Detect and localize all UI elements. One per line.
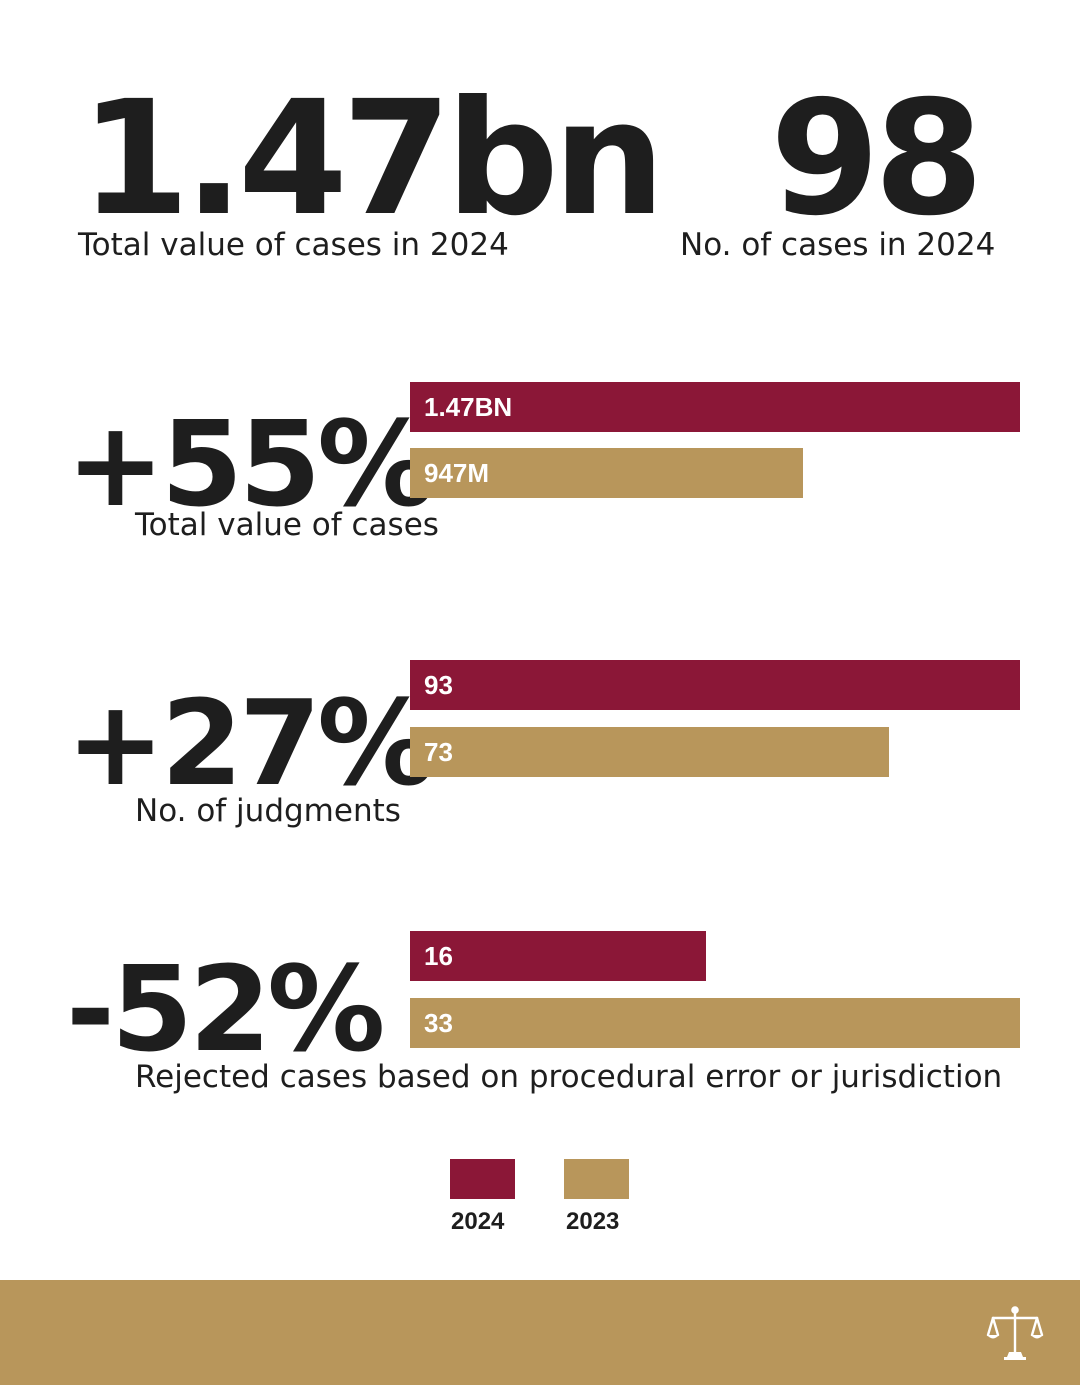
chart1-percent-change: +55% bbox=[66, 395, 435, 533]
chart2-bar-2024: 93 bbox=[410, 660, 1020, 710]
scales-of-justice-icon bbox=[986, 1306, 1044, 1360]
chart2-bar-2023: 73 bbox=[410, 727, 889, 777]
chart2-bar-2023-label: 73 bbox=[424, 736, 453, 767]
chart1-bar-2023: 947M bbox=[410, 448, 803, 498]
chart3-bar-2024-label: 16 bbox=[424, 940, 453, 971]
footer-band bbox=[0, 1280, 1080, 1385]
chart2-bar-2024-label: 93 bbox=[424, 669, 453, 700]
chart3-percent-change: -52% bbox=[66, 940, 385, 1078]
chart1-bar-2024: 1.47BN bbox=[410, 382, 1020, 432]
kpi-total-value-label: Total value of cases in 2024 bbox=[78, 227, 509, 263]
chart3-subtitle: Rejected cases based on procedural error… bbox=[135, 1059, 1003, 1095]
chart1-subtitle: Total value of cases bbox=[135, 507, 439, 543]
legend-swatch-2023 bbox=[564, 1159, 629, 1199]
kpi-total-value: 1.47bn bbox=[80, 67, 665, 251]
chart2-percent-change: +27% bbox=[66, 674, 435, 812]
kpi-case-count: 98 bbox=[770, 67, 984, 251]
legend-swatch-2024 bbox=[450, 1159, 515, 1199]
legend-label-2024: 2024 bbox=[451, 1208, 505, 1235]
chart3-bar-2024: 16 bbox=[410, 931, 706, 981]
chart2-subtitle: No. of judgments bbox=[135, 793, 401, 829]
chart1-bar-2024-label: 1.47BN bbox=[424, 391, 513, 422]
legend-label-2023: 2023 bbox=[566, 1208, 620, 1235]
chart1-bar-2023-label: 947M bbox=[424, 457, 490, 488]
kpi-case-count-label: No. of cases in 2024 bbox=[680, 227, 996, 263]
chart3-bar-2023: 33 bbox=[410, 998, 1020, 1048]
chart3-bar-2023-label: 33 bbox=[424, 1007, 453, 1038]
